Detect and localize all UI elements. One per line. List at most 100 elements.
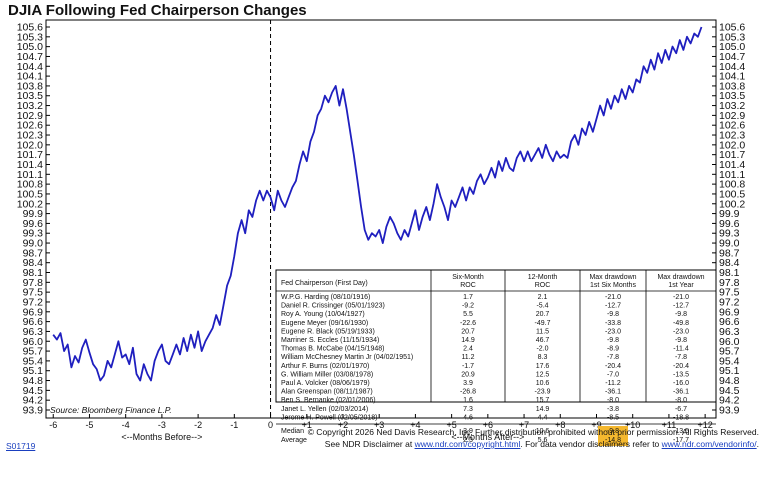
y-tick-label-right: 96.6 bbox=[719, 316, 740, 328]
y-tick-label-left: 103.8 bbox=[17, 80, 43, 92]
y-tick-label-left: 99.6 bbox=[23, 218, 44, 230]
y-tick-label-right: 102.0 bbox=[719, 139, 745, 151]
y-tick-label-right: 98.4 bbox=[719, 257, 740, 269]
y-tick-label-left: 97.5 bbox=[23, 287, 44, 299]
chart-title: DJIA Following Fed Chairperson Changes bbox=[8, 2, 307, 19]
table-header-cell: Six-Month bbox=[452, 274, 484, 281]
y-tick-label-left: 101.4 bbox=[17, 159, 43, 171]
table-cell: -6.7 bbox=[675, 406, 687, 413]
table-cell: Arthur F. Burns (02/01/1970) bbox=[281, 363, 369, 370]
y-tick-label-right: 104.1 bbox=[719, 71, 745, 83]
table-cell: Alan Greenspan (08/11/1987) bbox=[281, 389, 373, 396]
djia-series-line bbox=[52, 26, 703, 382]
y-tick-label-right: 101.1 bbox=[719, 169, 745, 181]
table-cell: -5.4 bbox=[536, 303, 548, 310]
y-tick-label-left: 94.5 bbox=[23, 385, 44, 397]
y-tick-label-left: 99.9 bbox=[23, 208, 44, 220]
y-tick-label-right: 105.0 bbox=[719, 41, 745, 53]
table-cell: -8.5 bbox=[607, 414, 619, 421]
table-header-cell: Fed Chairperson (First Day) bbox=[281, 280, 368, 287]
y-tick-label-left: 101.7 bbox=[17, 149, 43, 161]
table-cell: -8.0 bbox=[607, 397, 619, 404]
summary-cell: -13.5 bbox=[673, 428, 689, 435]
y-tick-label-right: 98.1 bbox=[719, 267, 740, 279]
y-tick-label-right: 95.4 bbox=[719, 355, 740, 367]
y-tick-label-right: 105.6 bbox=[719, 22, 745, 34]
table-cell: -1.7 bbox=[462, 363, 474, 370]
table-cell: 5.5 bbox=[463, 311, 473, 318]
summary-cell: 5.6 bbox=[538, 437, 548, 444]
y-tick-label-right: 95.7 bbox=[719, 346, 740, 358]
table-cell: Janet L. Yellen (02/03/2014) bbox=[281, 406, 368, 413]
table-header-cell: ROC bbox=[535, 282, 551, 289]
y-tick-label-right: 103.5 bbox=[719, 90, 745, 102]
table-cell: -7.0 bbox=[607, 371, 619, 378]
y-tick-label-right: 99.6 bbox=[719, 218, 740, 230]
table-cell: 4.4 bbox=[538, 414, 548, 421]
vendor-link[interactable]: www.ndr.com/vendorinfo/ bbox=[661, 439, 757, 449]
y-tick-label-left: 95.4 bbox=[23, 355, 44, 367]
table-cell: -11.4 bbox=[673, 346, 689, 353]
table-cell: G. William Miller (03/08/1978) bbox=[281, 371, 373, 378]
table-cell: Eugene Meyer (09/16/1930) bbox=[281, 320, 368, 327]
y-tick-label-left: 104.1 bbox=[17, 71, 43, 83]
y-tick-label-right: 102.3 bbox=[719, 130, 745, 142]
table-cell: -23.0 bbox=[673, 328, 689, 335]
table-cell: Jerome H. Powell (02/05/2018) bbox=[281, 414, 378, 421]
x-tick-label: +3 bbox=[374, 420, 384, 430]
table-cell: -20.4 bbox=[673, 363, 689, 370]
y-tick-label-right: 100.8 bbox=[719, 179, 745, 191]
y-tick-label-left: 100.2 bbox=[17, 198, 43, 210]
table-cell: -13.5 bbox=[673, 371, 689, 378]
table-cell: Thomas B. McCabe (04/15/1948) bbox=[281, 346, 385, 353]
disclaimer-line: See NDR Disclaimer at www.ndr.com/copyri… bbox=[325, 439, 759, 449]
table-header-cell: 12-Month bbox=[528, 274, 558, 281]
x-tick-label: -3 bbox=[158, 420, 166, 430]
table-cell: 8.3 bbox=[538, 354, 548, 361]
table-cell: 46.7 bbox=[536, 337, 550, 344]
table-cell: -9.8 bbox=[607, 337, 619, 344]
table-cell: -12.7 bbox=[673, 303, 689, 310]
y-tick-label-right: 97.2 bbox=[719, 296, 740, 308]
x-tick-label: +1 bbox=[302, 420, 312, 430]
table-cell: -20.4 bbox=[605, 363, 621, 370]
y-tick-label-left: 97.2 bbox=[23, 296, 44, 308]
table-cell: -23.9 bbox=[535, 389, 551, 396]
source-label: Source: Bloomberg Finance L.P. bbox=[50, 405, 172, 415]
summary-cell: -17.7 bbox=[673, 437, 689, 444]
y-tick-label-left: 96.3 bbox=[23, 326, 44, 338]
y-tick-label-right: 101.4 bbox=[719, 159, 745, 171]
disclaimer-prefix: See NDR Disclaimer at bbox=[324, 439, 413, 449]
y-tick-label-right: 94.8 bbox=[719, 375, 740, 387]
y-tick-label-left: 95.1 bbox=[23, 365, 44, 377]
x-tick-label: +9 bbox=[591, 420, 601, 430]
table-cell: -21.0 bbox=[605, 294, 621, 301]
table-cell: W.P.G. Harding (08/10/1916) bbox=[281, 294, 370, 301]
table-cell: -9.8 bbox=[675, 311, 687, 318]
table-cell: 3.9 bbox=[463, 380, 473, 387]
y-tick-label-left: 102.0 bbox=[17, 139, 43, 151]
chart-code-link[interactable]: S01719 bbox=[6, 441, 36, 451]
y-tick-label-left: 100.5 bbox=[17, 188, 43, 200]
y-tick-label-right: 93.9 bbox=[719, 405, 740, 417]
y-tick-label-left: 104.4 bbox=[17, 61, 43, 73]
y-tick-label-right: 98.7 bbox=[719, 247, 740, 259]
copyright-link[interactable]: www.ndr.com/copyright.html bbox=[414, 439, 521, 449]
table-header-cell: 1st Six Months bbox=[590, 282, 636, 289]
table-cell: Paul A. Volcker (08/06/1979) bbox=[281, 380, 370, 387]
highlight-box bbox=[598, 426, 628, 446]
y-tick-label-right: 96.9 bbox=[719, 306, 740, 318]
table-cell: 7.3 bbox=[463, 406, 473, 413]
y-tick-label-left: 102.6 bbox=[17, 120, 43, 132]
x-tick-label: -1 bbox=[230, 420, 238, 430]
table-cell: -7.8 bbox=[607, 354, 619, 361]
table-cell: 20.9 bbox=[461, 371, 475, 378]
y-tick-label-left: 95.7 bbox=[23, 346, 44, 358]
y-tick-label-right: 96.0 bbox=[719, 336, 740, 348]
table-cell: -3.8 bbox=[607, 406, 619, 413]
table-cell: 1.7 bbox=[463, 294, 473, 301]
y-tick-label-left: 103.5 bbox=[17, 90, 43, 102]
table-cell: 12.5 bbox=[536, 371, 550, 378]
stats-table-border bbox=[275, 269, 717, 403]
